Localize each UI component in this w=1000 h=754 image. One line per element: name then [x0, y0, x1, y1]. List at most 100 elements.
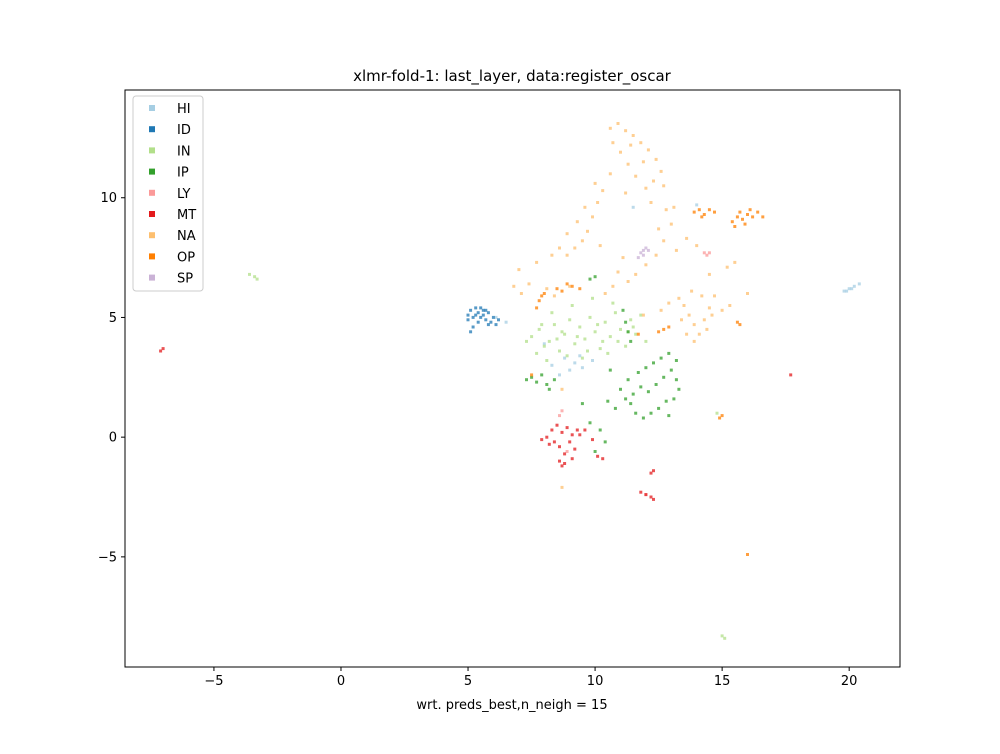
point-op-28	[636, 332, 640, 336]
point-na-24	[580, 239, 584, 243]
point-ip-31	[613, 406, 617, 410]
point-mt-28	[161, 347, 165, 351]
point-na-75	[695, 244, 699, 248]
point-ip-16	[672, 397, 676, 401]
y-tick-label: 10	[100, 191, 117, 206]
point-id-7	[484, 318, 488, 322]
point-op-6	[730, 220, 734, 224]
point-na-81	[672, 205, 676, 209]
point-in-22	[644, 339, 648, 343]
point-na-76	[560, 485, 564, 489]
point-mt-30	[583, 428, 587, 432]
legend-label-sp: SP	[177, 272, 193, 287]
point-na-51	[680, 318, 683, 322]
point-mt-5	[558, 445, 561, 449]
point-na-4	[639, 141, 643, 145]
legend-marker-ly	[149, 189, 155, 196]
point-id-11	[494, 323, 498, 327]
point-in-48	[525, 339, 528, 343]
point-na-38	[634, 272, 638, 276]
point-na-82	[713, 294, 716, 298]
point-op-8	[741, 217, 744, 221]
point-hi-6	[591, 359, 594, 362]
point-ip-0	[525, 378, 528, 382]
point-hi-16	[504, 320, 508, 324]
point-na-12	[619, 150, 622, 154]
point-id-20	[479, 315, 483, 319]
point-mt-23	[639, 490, 643, 494]
point-ip-24	[636, 371, 640, 374]
point-id-19	[497, 318, 500, 322]
point-op-27	[667, 325, 671, 329]
point-ip-8	[631, 392, 635, 396]
point-mt-12	[575, 428, 579, 432]
legend-marker-mt	[149, 211, 155, 217]
point-ip-45	[608, 368, 612, 372]
point-ip-40	[588, 421, 592, 425]
point-na-79	[598, 244, 602, 248]
x-tick-label: 10	[587, 674, 604, 689]
point-na-71	[725, 265, 729, 269]
point-id-5	[479, 306, 483, 310]
point-mt-9	[568, 440, 572, 444]
point-in-28	[586, 349, 589, 353]
series-sp	[636, 246, 650, 260]
point-id-21	[484, 308, 488, 312]
point-ly-3	[558, 414, 561, 418]
point-ip-34	[624, 320, 628, 324]
point-sp-0	[639, 251, 643, 255]
point-mt-21	[652, 469, 655, 473]
point-na-22	[591, 215, 594, 219]
point-in-10	[583, 337, 587, 341]
scatter-points	[159, 122, 861, 640]
point-na-37	[644, 263, 648, 267]
legend-marker-na	[149, 232, 155, 239]
point-in-16	[613, 311, 617, 315]
point-mt-29	[789, 373, 793, 377]
point-op-26	[662, 327, 666, 331]
point-na-19	[608, 172, 612, 176]
point-hi-13	[850, 287, 854, 291]
point-na-14	[629, 143, 633, 147]
point-sp-3	[646, 248, 650, 252]
point-mt-13	[558, 459, 561, 463]
point-op-23	[570, 284, 574, 288]
point-hi-5	[550, 363, 554, 367]
point-na-56	[720, 308, 724, 312]
point-hi-18	[558, 373, 561, 377]
point-na-83	[746, 292, 749, 295]
point-mt-19	[596, 454, 600, 458]
point-mt-0	[540, 438, 544, 442]
point-ip-9	[639, 385, 643, 389]
point-na-80	[657, 227, 661, 231]
point-in-47	[715, 411, 719, 415]
point-op-35	[530, 373, 534, 377]
point-ip-28	[667, 351, 671, 355]
point-na-21	[596, 201, 600, 204]
point-ip-33	[621, 308, 625, 312]
point-ip-21	[634, 411, 638, 415]
point-na-41	[621, 256, 625, 260]
point-op-20	[555, 287, 559, 291]
point-na-63	[568, 284, 572, 288]
point-na-6	[654, 157, 658, 161]
point-na-23	[586, 229, 589, 233]
point-na-57	[728, 304, 732, 307]
point-in-14	[603, 320, 607, 324]
point-na-1	[616, 122, 620, 125]
point-ip-12	[662, 375, 666, 379]
point-hi-12	[857, 282, 861, 286]
point-na-7	[659, 169, 663, 173]
point-in-2	[542, 344, 546, 348]
point-ip-41	[598, 428, 602, 432]
point-in-30	[606, 351, 610, 355]
point-in-15	[608, 335, 612, 339]
point-na-35	[662, 239, 666, 243]
point-in-4	[552, 323, 556, 327]
legend-marker-hi	[149, 105, 155, 111]
point-mt-26	[652, 497, 655, 501]
point-op-2	[702, 213, 706, 216]
point-ip-10	[646, 390, 650, 394]
point-op-21	[560, 289, 564, 293]
